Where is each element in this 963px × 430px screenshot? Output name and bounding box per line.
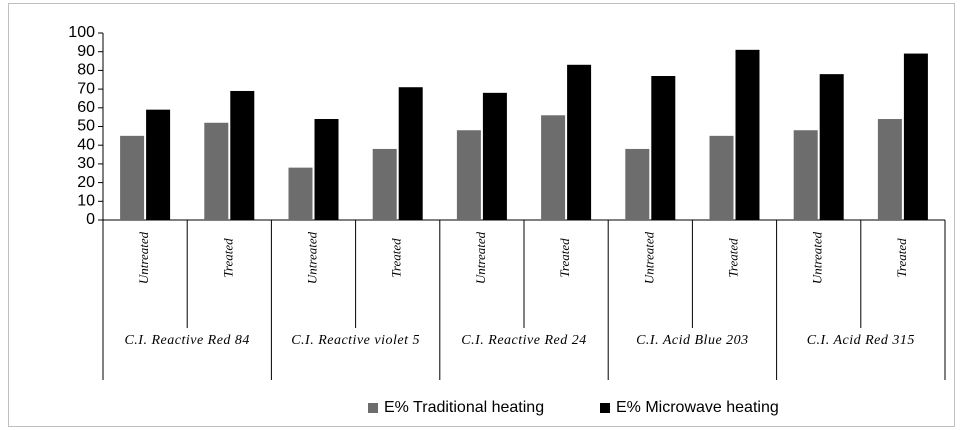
bar [372, 148, 397, 220]
group-label-box: C.I. Acid Blue 203 [636, 333, 749, 348]
y-tick-label: 50 [77, 118, 95, 135]
x-tick-label: Untreated [810, 231, 825, 284]
y-tick-label: 70 [77, 80, 95, 97]
group-label: C.I. Reactive violet 5 [291, 333, 420, 348]
group-label-box: C.I. Reactive Red 84 [124, 333, 250, 348]
bar [709, 135, 734, 220]
group-label-box: C.I. Reactive violet 5 [291, 333, 420, 348]
x-tick-label: Untreated [473, 231, 488, 284]
group-label: C.I. Acid Red 315 [806, 333, 915, 348]
bar [314, 119, 339, 220]
y-tick-label: 100 [68, 24, 95, 41]
x-tick-label: Treated [389, 238, 404, 278]
group-label: C.I. Reactive Red 84 [124, 333, 250, 348]
legend-swatch [368, 403, 378, 413]
y-tick-label: 40 [77, 136, 95, 153]
y-tick-label: 10 [77, 193, 95, 210]
bar [288, 167, 313, 220]
bar [877, 119, 902, 220]
legend-label: E% Microwave heating [616, 399, 779, 416]
x-tick-label: Treated [894, 238, 909, 278]
bar [567, 64, 592, 220]
x-tick-label: Treated [557, 238, 572, 278]
bar [482, 92, 507, 220]
bar [651, 76, 676, 220]
bar [793, 130, 818, 220]
y-tick-label: 20 [77, 174, 95, 191]
bar [398, 87, 423, 220]
x-tick-label: Untreated [641, 231, 656, 284]
group-label: C.I. Acid Blue 203 [636, 333, 749, 348]
bar [541, 115, 566, 220]
legend-label: E% Traditional heating [384, 399, 544, 416]
bar [146, 109, 171, 220]
bar [456, 130, 481, 220]
x-tick-label: Untreated [136, 231, 151, 284]
x-tick-label: Untreated [304, 231, 319, 284]
bar [204, 122, 229, 220]
x-tick-label: Treated [220, 238, 235, 278]
bar [819, 74, 844, 220]
group-label-box: C.I. Reactive Red 24 [461, 333, 587, 348]
bar [625, 148, 650, 220]
bar [230, 90, 255, 220]
bar [120, 135, 145, 220]
bar [735, 49, 760, 220]
legend-swatch [600, 403, 610, 413]
y-tick-label: 60 [77, 99, 95, 116]
y-tick-label: 90 [77, 43, 95, 60]
y-tick-label: 0 [86, 211, 95, 228]
y-tick-label: 30 [77, 155, 95, 172]
group-label: C.I. Reactive Red 24 [461, 333, 587, 348]
y-tick-label: 80 [77, 62, 95, 79]
group-label-box: C.I. Acid Red 315 [806, 333, 915, 348]
x-tick-label: Treated [725, 238, 740, 278]
bar [903, 53, 928, 220]
